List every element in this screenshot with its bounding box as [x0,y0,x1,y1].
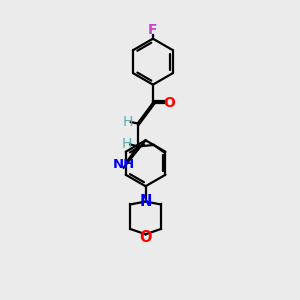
Text: O: O [139,230,152,245]
Text: H: H [122,115,133,129]
Text: NH: NH [112,158,135,171]
Text: H: H [122,137,132,152]
Text: O: O [163,96,175,110]
Text: F: F [148,23,158,38]
Text: N: N [140,194,152,209]
